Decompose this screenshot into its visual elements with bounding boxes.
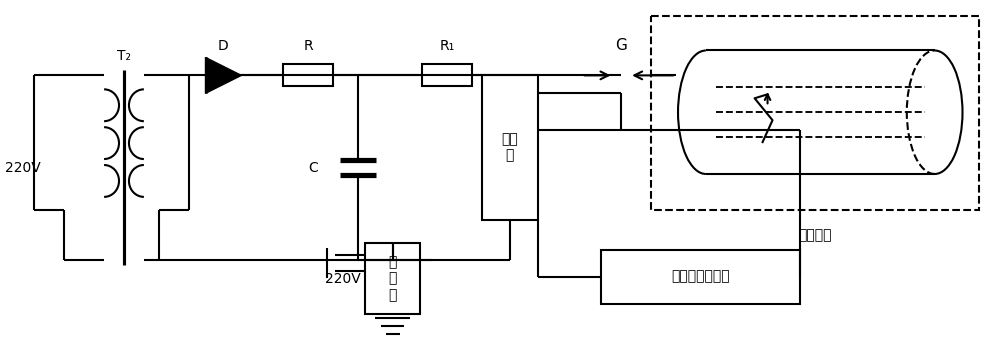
Bar (283, 64, 333, 86)
Text: G: G (615, 39, 627, 54)
Text: 电缆故障测距仪: 电缆故障测距仪 (672, 270, 730, 283)
Text: 耐合
器: 耐合 器 (502, 132, 518, 162)
Text: 延
弧
器: 延 弧 器 (388, 255, 397, 302)
Bar (651, 16, 979, 210)
Bar (601, 250, 800, 304)
Bar (422, 64, 472, 86)
Text: C: C (308, 160, 318, 175)
Text: 故障电缆: 故障电缆 (799, 228, 832, 242)
Text: R₁: R₁ (440, 39, 455, 54)
Text: 220V: 220V (5, 160, 40, 175)
Bar (365, 243, 420, 314)
Text: 220V: 220V (325, 272, 361, 285)
Text: T₂: T₂ (117, 49, 131, 63)
Polygon shape (206, 58, 241, 93)
Text: R: R (303, 39, 313, 54)
Bar (482, 75, 538, 220)
Text: D: D (218, 39, 229, 54)
